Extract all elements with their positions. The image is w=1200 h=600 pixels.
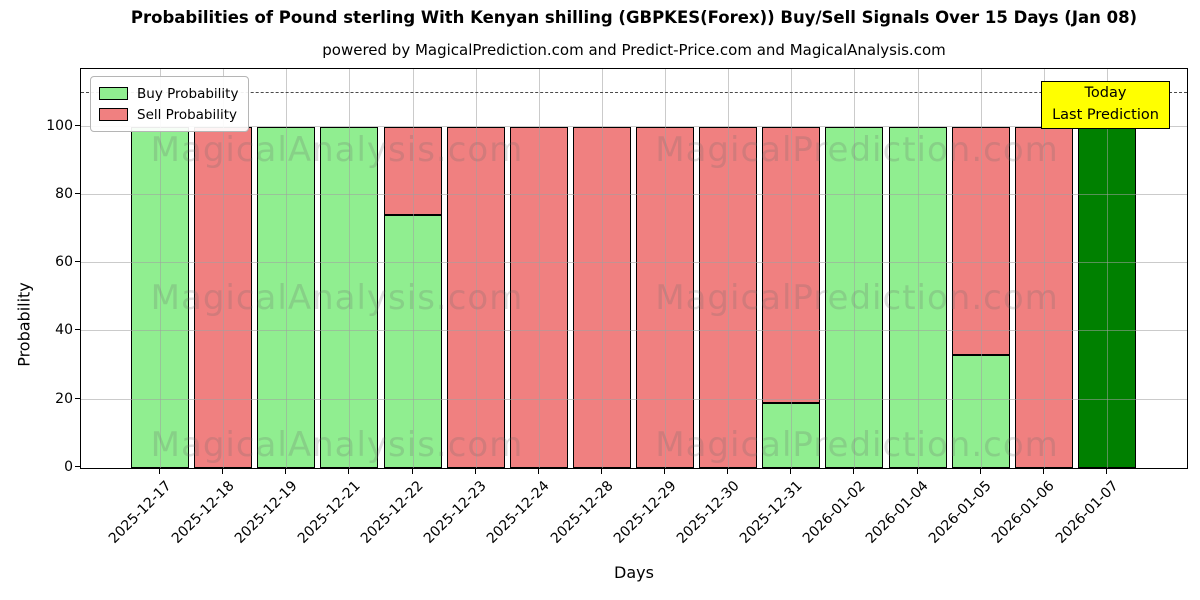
x-tick-label: 2025-12-28 (547, 478, 617, 547)
x-tick-mark (1105, 469, 1107, 474)
x-tick-mark (1042, 469, 1044, 474)
chart-title: Probabilities of Pound sterling With Ken… (130, 8, 1138, 27)
x-tick-mark (537, 469, 539, 474)
y-tick-label: 60 (55, 254, 73, 271)
x-tick-mark (853, 469, 855, 474)
legend-item-sell: Sell Probability (99, 104, 238, 125)
legend-label-buy: Buy Probability (137, 85, 239, 102)
v-gridline (854, 69, 856, 468)
x-tick-label: 2026-01-04 (863, 478, 932, 547)
y-tick-mark (75, 192, 80, 194)
x-tick-mark (348, 469, 350, 474)
v-gridline (412, 69, 414, 468)
x-tick-label: 2025-12-19 (231, 478, 301, 547)
y-tick-label: 20 (55, 390, 73, 407)
y-axis-label: Probability (14, 282, 34, 367)
legend-swatch-sell (99, 108, 128, 121)
v-gridline (286, 69, 288, 468)
x-tick-label: 2025-12-22 (357, 478, 427, 547)
v-gridline (223, 69, 225, 468)
x-tick-mark (222, 469, 224, 474)
legend-label-sell: Sell Probability (137, 106, 238, 123)
legend-swatch-buy (99, 87, 128, 100)
annotation-line-2: Last Prediction (1052, 106, 1159, 123)
x-tick-label: 2025-12-23 (421, 478, 490, 547)
y-tick-mark (75, 124, 80, 126)
v-gridline (601, 69, 603, 468)
y-tick-mark (75, 329, 80, 331)
x-tick-mark (790, 469, 792, 474)
x-tick-label: 2025-12-21 (294, 478, 364, 547)
plot-area (80, 68, 1188, 469)
dashed-threshold-line (81, 91, 1187, 93)
x-tick-label: 2025-12-17 (105, 478, 175, 547)
x-tick-mark (474, 469, 476, 474)
x-tick-mark (664, 469, 666, 474)
x-tick-label: 2026-01-02 (799, 478, 869, 547)
y-tick-mark (75, 261, 80, 263)
h-gridline (81, 330, 1187, 332)
legend-item-buy: Buy Probability (99, 83, 238, 104)
h-gridline (81, 398, 1187, 400)
legend: Buy Probability Sell Probability (90, 76, 250, 132)
y-tick-mark (75, 397, 80, 399)
v-gridline (1106, 69, 1108, 468)
x-tick-label: 2025-12-30 (673, 478, 743, 547)
v-gridline (917, 69, 919, 468)
x-tick-mark (285, 469, 287, 474)
x-tick-mark (159, 469, 160, 474)
x-tick-mark (600, 469, 602, 474)
v-gridline (728, 69, 730, 468)
x-tick-label: 2026-01-06 (989, 478, 1059, 547)
v-gridline (791, 69, 793, 468)
chart-subtitle: powered by MagicalPrediction.com and Pre… (322, 41, 946, 59)
v-gridline (980, 69, 982, 468)
v-gridline (1043, 69, 1045, 468)
v-gridline (475, 69, 477, 468)
x-tick-mark (411, 469, 413, 474)
y-tick-label: 80 (55, 185, 73, 202)
x-axis-label: Days (614, 563, 654, 582)
x-tick-mark (727, 469, 729, 474)
x-tick-mark (916, 469, 918, 474)
y-tick-label: 40 (55, 322, 73, 339)
h-gridline (81, 125, 1187, 127)
v-gridline (160, 69, 161, 468)
x-tick-mark (979, 469, 981, 474)
y-tick-mark (75, 466, 80, 467)
x-tick-label: 2026-01-05 (926, 478, 996, 547)
h-gridline (81, 193, 1187, 195)
v-gridline (665, 69, 667, 468)
h-gridline (81, 262, 1187, 264)
today-last-prediction-box: Today Last Prediction (1041, 81, 1170, 129)
x-tick-label: 2025-12-29 (610, 478, 680, 547)
x-tick-label: 2025-12-18 (168, 478, 238, 547)
y-tick-label: 100 (46, 117, 73, 134)
v-gridline (538, 69, 540, 468)
v-gridline (349, 69, 351, 468)
x-tick-label: 2026-01-07 (1052, 478, 1122, 547)
annotation-line-1: Today (1084, 85, 1127, 101)
y-tick-label: 0 (64, 459, 73, 475)
x-tick-label: 2025-12-31 (736, 478, 806, 547)
x-tick-label: 2025-12-24 (484, 478, 554, 547)
